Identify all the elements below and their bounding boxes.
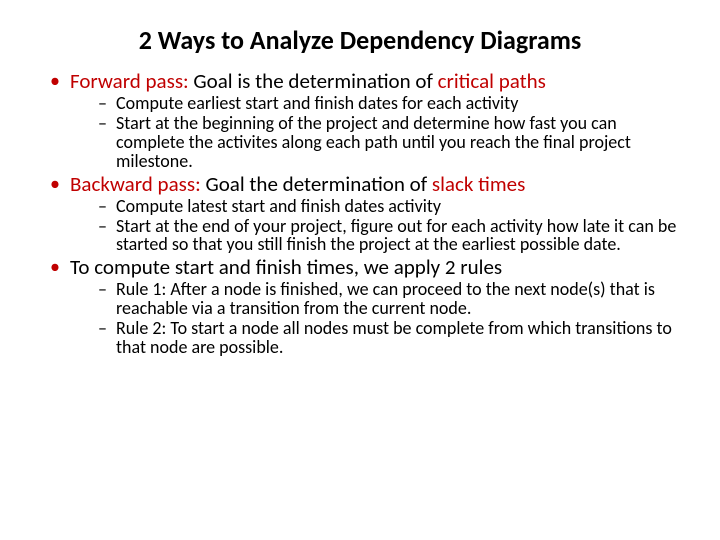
lead-accent: Forward pass: <box>70 68 189 94</box>
sub-list: Compute earliest start and finish dates … <box>70 94 688 171</box>
tail-accent: slack times <box>432 171 525 197</box>
sub-item: Rule 1: After a node is finished, we can… <box>98 280 688 318</box>
bullet-list: Forward pass: Goal is the determination … <box>32 70 688 357</box>
sub-item: Rule 2: To start a node all nodes must b… <box>98 319 688 357</box>
list-item: To compute start and finish times, we ap… <box>50 256 688 357</box>
tail-accent: critical paths <box>438 68 546 94</box>
lead-accent: Backward pass: <box>70 171 201 197</box>
sub-item: Compute latest start and finish dates ac… <box>98 197 688 216</box>
list-item: Forward pass: Goal is the determination … <box>50 70 688 171</box>
lead-plain: Goal is the determination of <box>189 68 438 94</box>
lead-plain: Goal the determination of <box>201 171 432 197</box>
sub-item: Start at the end of your project, figure… <box>98 217 688 255</box>
sub-item: Compute earliest start and finish dates … <box>98 94 688 113</box>
lead-plain: To compute start and finish times, we ap… <box>70 254 502 280</box>
list-item: Backward pass: Goal the determination of… <box>50 173 688 255</box>
sub-list: Compute latest start and finish dates ac… <box>70 197 688 255</box>
sub-item: Start at the beginning of the project an… <box>98 114 688 171</box>
sub-list: Rule 1: After a node is finished, we can… <box>70 280 688 357</box>
slide-title: 2 Ways to Analyze Dependency Diagrams <box>32 24 688 56</box>
